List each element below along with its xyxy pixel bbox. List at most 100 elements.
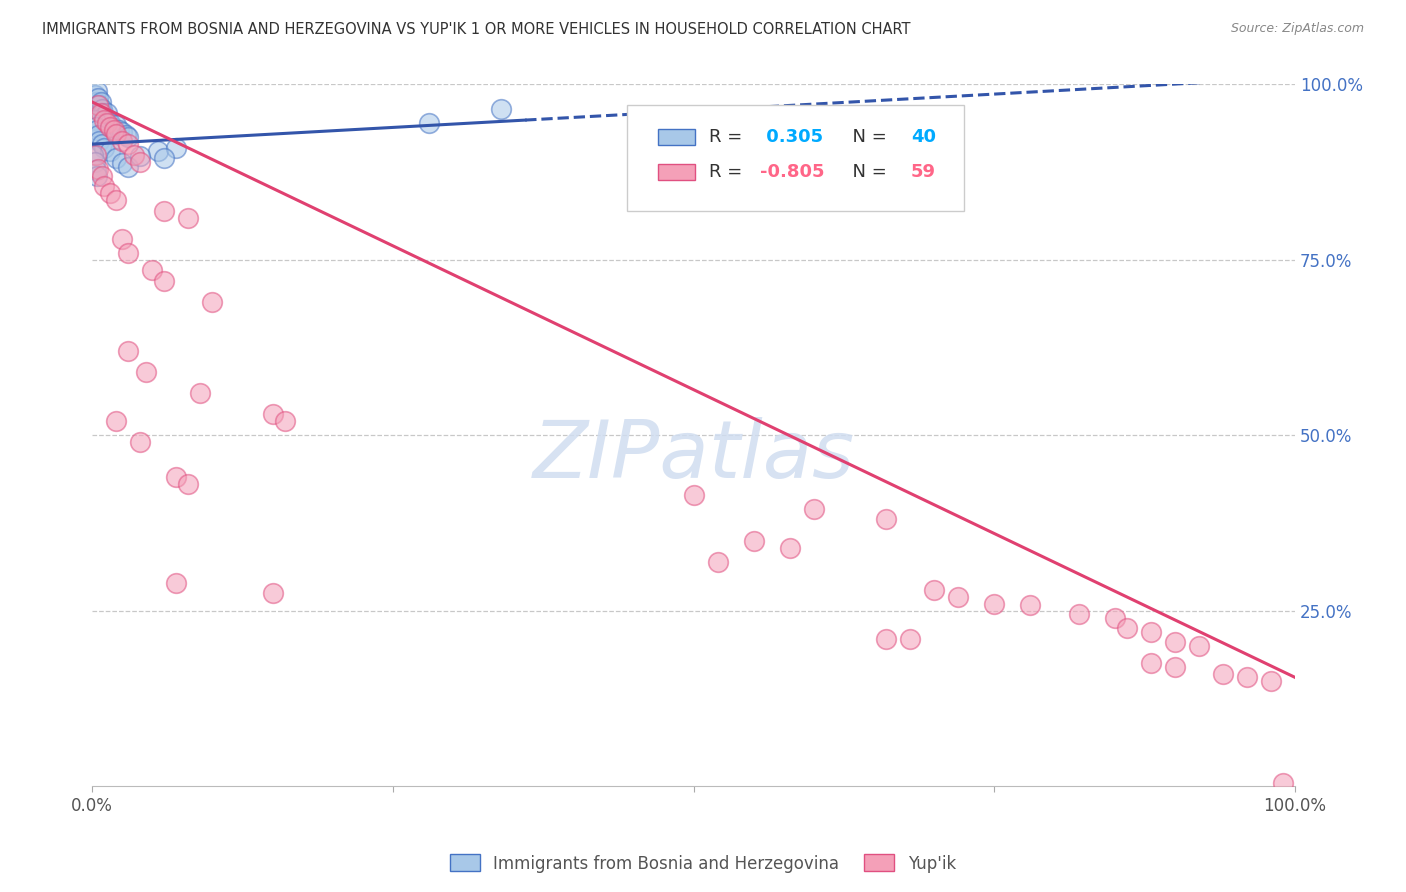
Text: IMMIGRANTS FROM BOSNIA AND HERZEGOVINA VS YUP'IK 1 OR MORE VEHICLES IN HOUSEHOLD: IMMIGRANTS FROM BOSNIA AND HERZEGOVINA V…: [42, 22, 911, 37]
Point: [98, 186, 121, 201]
Point: [111, 232, 134, 246]
Point: [201, 295, 224, 310]
Point: [1019, 598, 1042, 612]
Point: [1164, 635, 1187, 649]
Point: [89, 98, 111, 112]
Point: [105, 193, 128, 207]
Point: [84, 147, 107, 161]
Point: [90, 137, 112, 152]
Point: [165, 140, 187, 154]
Point: [111, 156, 134, 170]
Point: [115, 128, 138, 142]
Text: R =: R =: [709, 128, 748, 146]
Point: [948, 590, 970, 604]
Point: [100, 120, 122, 134]
Point: [83, 112, 105, 127]
Point: [103, 120, 125, 135]
Bar: [658, 129, 695, 145]
Point: [93, 140, 115, 154]
Point: [82, 147, 104, 161]
Point: [875, 512, 897, 526]
Point: [86, 123, 108, 137]
Point: [91, 105, 114, 120]
FancyBboxPatch shape: [627, 105, 965, 211]
Point: [983, 597, 1005, 611]
Point: [87, 128, 110, 142]
Point: [129, 149, 152, 163]
Point: [105, 127, 128, 141]
Point: [103, 123, 125, 137]
Point: [165, 575, 187, 590]
Point: [90, 105, 112, 120]
Point: [1272, 775, 1295, 789]
Point: [875, 632, 897, 646]
Point: [1236, 670, 1258, 684]
Point: [90, 102, 112, 116]
Point: [96, 105, 118, 120]
Point: [141, 263, 163, 277]
Point: [1104, 611, 1126, 625]
Point: [83, 87, 105, 102]
Point: [779, 541, 801, 555]
Point: [98, 120, 121, 134]
Point: [682, 488, 704, 502]
Point: [1139, 657, 1161, 671]
Point: [84, 95, 107, 109]
Point: [83, 154, 105, 169]
Point: [111, 125, 134, 139]
Text: Source: ZipAtlas.com: Source: ZipAtlas.com: [1230, 22, 1364, 36]
Point: [418, 116, 440, 130]
Point: [90, 95, 112, 109]
Point: [262, 586, 284, 600]
Point: [105, 151, 128, 165]
Point: [129, 435, 152, 450]
Point: [117, 160, 139, 174]
Point: [117, 245, 139, 260]
Text: -0.805: -0.805: [759, 163, 824, 181]
Point: [1260, 673, 1282, 688]
Point: [165, 470, 187, 484]
Point: [803, 502, 825, 516]
Point: [177, 477, 200, 491]
Point: [1067, 607, 1090, 622]
Point: [105, 118, 128, 132]
Point: [273, 414, 295, 428]
Point: [177, 211, 200, 225]
Point: [489, 102, 512, 116]
Point: [117, 130, 139, 145]
Point: [1212, 666, 1234, 681]
Point: [1164, 660, 1187, 674]
Point: [87, 98, 110, 112]
Point: [87, 161, 110, 176]
Text: R =: R =: [709, 163, 748, 181]
Text: 0.305: 0.305: [759, 128, 823, 146]
Point: [922, 582, 945, 597]
Point: [124, 147, 146, 161]
Point: [153, 274, 176, 288]
Point: [93, 109, 115, 123]
Bar: [658, 164, 695, 180]
Point: [153, 203, 176, 218]
Point: [262, 407, 284, 421]
Point: [98, 144, 121, 158]
Text: N =: N =: [841, 128, 893, 146]
Point: [86, 85, 108, 99]
Point: [89, 134, 111, 148]
Text: N =: N =: [841, 163, 893, 181]
Point: [96, 116, 118, 130]
Point: [153, 151, 176, 165]
Legend: Immigrants from Bosnia and Herzegovina, Yup'ik: Immigrants from Bosnia and Herzegovina, …: [443, 847, 963, 880]
Point: [190, 386, 212, 401]
Point: [93, 112, 115, 127]
Point: [148, 144, 170, 158]
Point: [97, 112, 120, 127]
Point: [93, 179, 115, 194]
Point: [129, 154, 152, 169]
Text: 40: 40: [911, 128, 936, 146]
Point: [706, 555, 728, 569]
Point: [98, 116, 121, 130]
Point: [898, 632, 921, 646]
Point: [1115, 621, 1137, 635]
Point: [111, 134, 134, 148]
Point: [84, 120, 107, 134]
